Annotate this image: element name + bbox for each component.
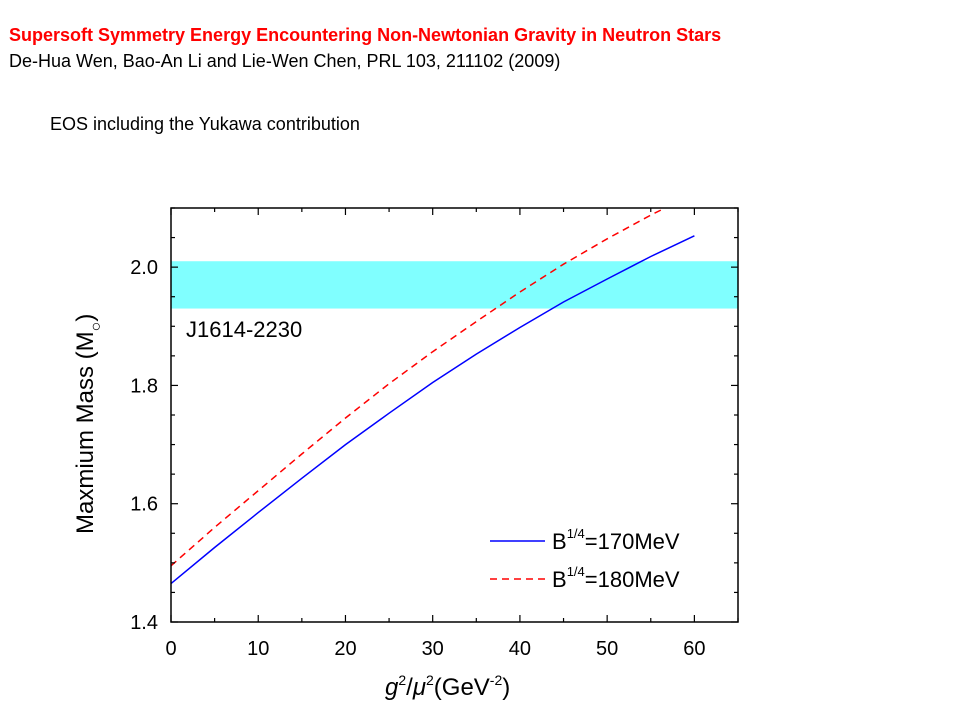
curves-group xyxy=(171,208,695,585)
legend-label-1: B1/4=170MeV xyxy=(552,526,680,554)
x-axis-label: g2/μ2(GeV-2) xyxy=(385,672,510,701)
y-tick-label: 1.4 xyxy=(130,612,158,634)
x-tick-label: 20 xyxy=(334,638,356,660)
ticks-group xyxy=(170,207,739,623)
y-tick-label: 2.0 xyxy=(130,257,158,279)
x-axis-label-sup: 2 xyxy=(398,672,406,688)
x-tick-label: 30 xyxy=(422,638,444,660)
series-line-2 xyxy=(171,208,667,567)
x-tick-label: 0 xyxy=(165,638,176,660)
x-tick-label: 40 xyxy=(509,638,531,660)
y-tick-label: 1.6 xyxy=(130,494,158,516)
slide-title: Supersoft Symmetry Energy Encountering N… xyxy=(9,25,722,45)
x-tick-label: 60 xyxy=(683,638,705,660)
band-label: J1614-2230 xyxy=(186,317,302,342)
paper-citation: De-Hua Wen, Bao-An Li and Lie-Wen Chen, … xyxy=(9,51,561,71)
y-tick-label: 1.8 xyxy=(130,375,158,397)
x-tick-label: 50 xyxy=(596,638,618,660)
legend-label-2: B1/4=180MeV xyxy=(552,564,680,592)
figure-note: EOS including the Yukawa contribution xyxy=(50,114,360,134)
y-axis-label: Maxmium Mass (M○) xyxy=(72,314,105,534)
x-tick-label: 10 xyxy=(247,638,269,660)
tick-labels-group: 0 10 20 30 40 50 60 1.4 1.6 1.8 2.0 xyxy=(130,257,705,660)
band-rect xyxy=(171,261,738,309)
series-line-1 xyxy=(171,235,695,585)
legend: B1/4=170MeV B1/4=180MeV xyxy=(490,526,680,592)
